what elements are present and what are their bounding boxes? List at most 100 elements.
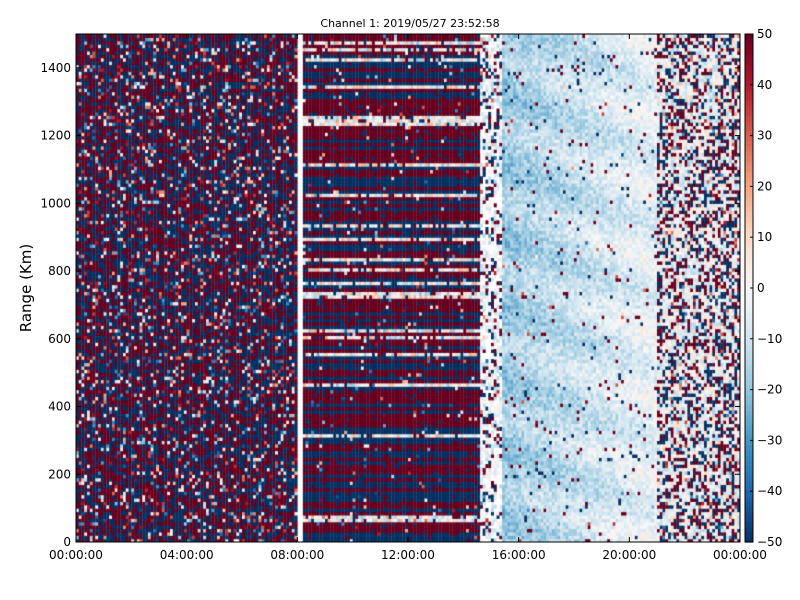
colorbar-tick-label: −50 [757, 535, 782, 549]
colorbar-segment [745, 425, 753, 431]
colorbar-segment [745, 171, 753, 177]
y-tick-label: 200 [48, 467, 71, 481]
colorbar-segment [745, 242, 753, 248]
colorbar-tick-label: −20 [757, 383, 782, 397]
colorbar-segment [745, 196, 753, 203]
colorbar-segment [745, 181, 753, 187]
colorbar-segment [745, 155, 753, 162]
colorbar-segment [745, 120, 753, 127]
colorbar-segment [745, 369, 753, 375]
colorbar-segment [745, 460, 753, 467]
colorbar-segment [745, 221, 753, 228]
colorbar-segment [745, 379, 753, 386]
colorbar-segment [745, 166, 753, 172]
x-tick-label: 00:00:00 [713, 548, 767, 562]
y-axis-label: Range (Km) [17, 244, 35, 332]
colorbar-segment [745, 333, 753, 340]
colorbar-ticks: 50 40 30 20 10 0 −10 −20 −30 −40 −50 [750, 27, 782, 549]
colorbar-segment [745, 435, 753, 441]
colorbar-segment [745, 318, 753, 325]
colorbar-segment [745, 526, 753, 533]
colorbar-segment [745, 481, 753, 487]
colorbar-segment [745, 536, 753, 543]
colorbar-segment [745, 288, 753, 294]
colorbar-segment [745, 430, 753, 436]
colorbar-segment [745, 145, 753, 152]
colorbar-segment [745, 399, 753, 406]
colorbar-segment [745, 404, 753, 411]
colorbar-tick-label: 10 [757, 230, 772, 244]
colorbar-tick-label: 0 [757, 281, 765, 295]
colorbar-segment [745, 486, 753, 492]
x-tick-label: 16:00:00 [492, 548, 546, 562]
colorbar-segment [745, 74, 753, 81]
colorbar-tick-label: 40 [757, 78, 772, 92]
colorbar-segment [745, 84, 753, 91]
y-tick-label: 1000 [40, 196, 71, 210]
colorbar-segment [745, 59, 753, 66]
colorbar-tick-label: 20 [757, 179, 772, 193]
heatmap-cells [76, 34, 740, 542]
colorbar-segment [745, 227, 753, 233]
colorbar-segment [745, 338, 753, 345]
colorbar-segment [745, 257, 753, 264]
colorbar-segment [745, 455, 753, 462]
colorbar-segment [745, 135, 753, 142]
colorbar-segment [745, 140, 753, 147]
x-tick-label: 12:00:00 [381, 548, 435, 562]
y-tick-label: 600 [48, 332, 71, 346]
y-tick-label: 400 [48, 400, 71, 414]
colorbar-segment [745, 354, 753, 360]
colorbar-segment [745, 252, 753, 259]
colorbar-segment [745, 511, 753, 518]
colorbar-segment [745, 491, 753, 497]
colorbar-segment [745, 277, 753, 284]
y-tick-label: 1400 [40, 61, 71, 75]
colorbar-segment [745, 409, 753, 416]
colorbar-segment [745, 110, 753, 116]
colorbar-segment [745, 415, 753, 421]
colorbar-segment [745, 69, 753, 76]
y-tick-label: 1200 [40, 129, 71, 143]
colorbar-segment [745, 531, 753, 538]
colorbar-segment [745, 79, 753, 86]
colorbar-segment [745, 496, 753, 502]
colorbar-segment [745, 308, 753, 314]
colorbar-segment [745, 232, 753, 238]
colorbar-tick-label: −40 [757, 484, 782, 498]
colorbar-segment [745, 343, 753, 350]
colorbar-segment [745, 445, 753, 452]
colorbar-segment [745, 303, 753, 309]
colorbar-segment [745, 130, 753, 137]
x-axis-ticks: 00:00:00 04:00:00 08:00:00 12:00:00 16:00:00… [49, 34, 767, 562]
colorbar-segment [745, 247, 753, 254]
y-tick-label: 800 [48, 264, 71, 278]
colorbar-segment [745, 34, 753, 40]
colorbar-segment [745, 54, 753, 60]
colorbar-segment [745, 176, 753, 182]
x-tick-label: 08:00:00 [270, 548, 324, 562]
colorbar-segment [745, 49, 753, 55]
chart-title: Channel 1: 2019/05/27 23:52:58 [320, 17, 499, 30]
x-tick-label: 04:00:00 [160, 548, 214, 562]
colorbar-tick-label: 30 [757, 129, 772, 143]
colorbar-segment [745, 267, 753, 274]
colorbar-segment [745, 150, 753, 157]
colorbar-segment [745, 44, 753, 50]
x-tick-label: 20:00:00 [602, 548, 656, 562]
colorbar-segment [745, 521, 753, 528]
colorbar-segment [745, 374, 753, 381]
colorbar-segment [745, 293, 753, 299]
colorbar-segment [745, 516, 753, 523]
colorbar-segment [745, 364, 753, 370]
colorbar-segment [745, 262, 753, 269]
colorbar-segment [745, 389, 753, 396]
colorbar-segment [745, 211, 753, 218]
colorbar-segment [745, 186, 753, 193]
colorbar-segment [745, 313, 753, 320]
colorbar-segment [745, 359, 753, 365]
colorbar-segment [745, 272, 753, 279]
y-tick-label: 0 [63, 535, 71, 549]
y-axis-ticks: 0 200 400 600 800 1000 1200 1400 [40, 61, 740, 549]
